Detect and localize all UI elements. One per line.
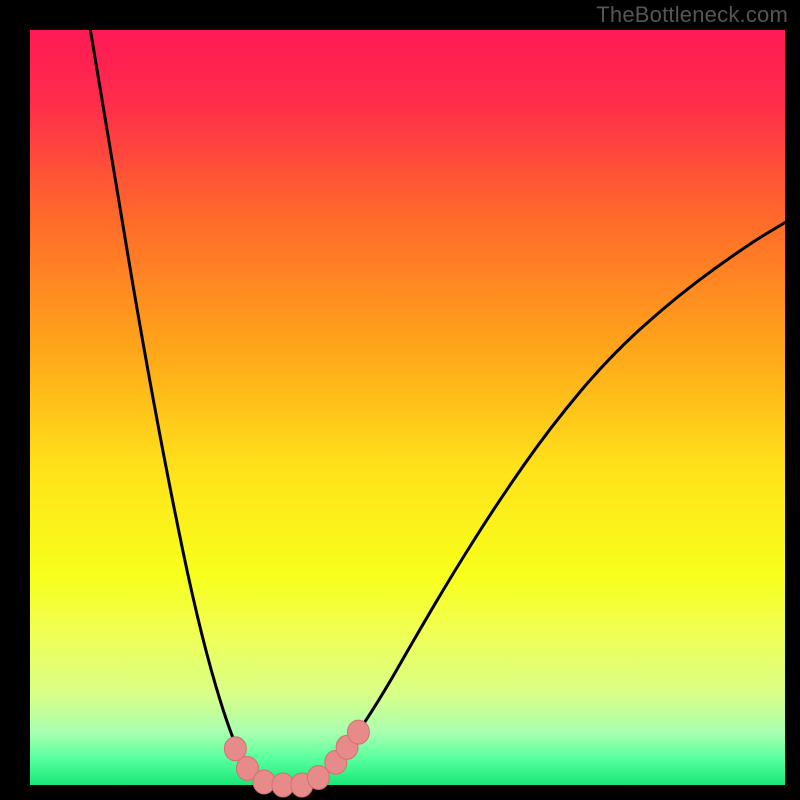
watermark-text: TheBottleneck.com [596, 2, 788, 28]
curve-marker [347, 720, 369, 744]
plot-background [30, 30, 785, 785]
chart-svg [0, 0, 800, 800]
chart-frame: TheBottleneck.com [0, 0, 800, 800]
